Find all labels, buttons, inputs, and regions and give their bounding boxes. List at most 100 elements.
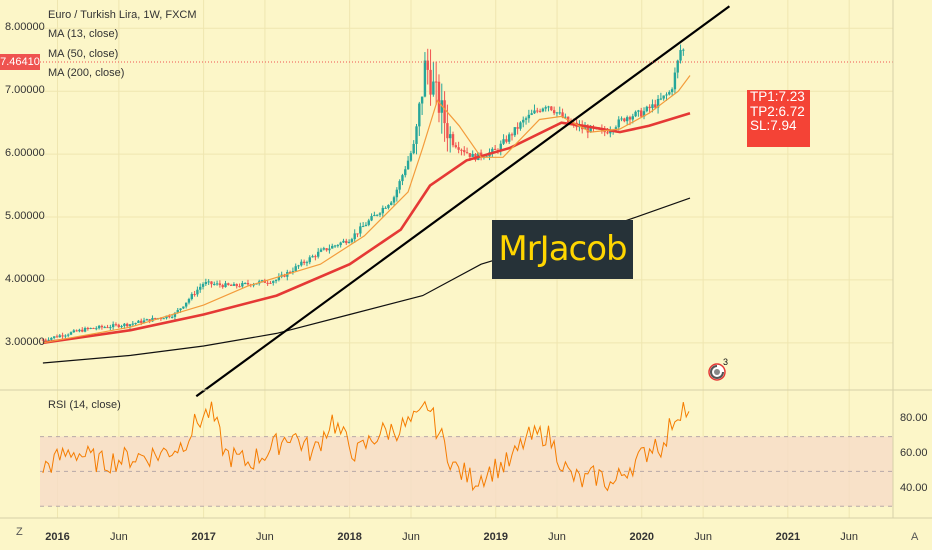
candle-body (331, 245, 334, 249)
candle-body (454, 145, 458, 148)
auto-scale-button[interactable]: A (911, 531, 919, 543)
event-count: 3 (723, 358, 728, 367)
candle-body (283, 274, 286, 277)
candle-body (165, 315, 168, 319)
symbol-title: Euro / Turkish Lira, 1W, FXCM (48, 9, 197, 21)
candle-body (392, 197, 396, 203)
candle-body (179, 308, 182, 311)
candle-body (86, 327, 90, 329)
candle-body (625, 117, 629, 122)
candle-body (631, 116, 634, 120)
candle-body (527, 114, 531, 119)
candle-body (210, 281, 213, 285)
ma-200-label: MA (200, close) (48, 67, 125, 79)
candle-body (106, 327, 109, 329)
candle-body (266, 282, 269, 284)
candle-body (269, 282, 272, 284)
candle-body (662, 95, 665, 99)
candle-body (682, 49, 685, 51)
candle-body (347, 241, 351, 244)
candle-body (659, 98, 663, 100)
candle-body (128, 324, 132, 327)
candle-body (465, 152, 469, 154)
candle-body (100, 325, 104, 328)
candle-body (499, 143, 502, 152)
candle-body (426, 60, 429, 70)
candle-body (493, 148, 497, 150)
candle-body (221, 285, 224, 288)
ma-13-label: MA (13, close) (48, 28, 119, 40)
candle-body (168, 315, 171, 318)
candle-body (665, 94, 668, 96)
candle-body (628, 117, 632, 120)
candle-body (148, 319, 151, 322)
trendline[interactable] (195, 5, 731, 398)
candle-body (536, 110, 539, 112)
candle-body (182, 306, 185, 309)
candle-body (359, 226, 362, 234)
candle-body (434, 81, 438, 83)
candle-body (162, 318, 165, 320)
candle-body (463, 150, 466, 153)
candle-body (524, 118, 528, 120)
candle-body (390, 202, 393, 205)
candle-body (552, 110, 556, 114)
candle-body (555, 112, 559, 114)
candle-body (190, 294, 193, 300)
time-tick-label: Jun (548, 531, 566, 543)
candle-body (620, 118, 623, 120)
candle-body (350, 239, 354, 242)
candle-body (120, 326, 123, 328)
candle-body (125, 323, 129, 327)
candle-body (193, 294, 196, 296)
candle-body (142, 320, 146, 323)
price-tick-label: 8.00000 (5, 21, 45, 34)
candle-body (103, 327, 106, 329)
candle-body (44, 339, 47, 341)
time-tick-label: 2021 (775, 531, 801, 543)
candle-body (288, 271, 292, 273)
candle-body (538, 110, 542, 112)
candle-body (187, 299, 191, 303)
author-watermark: MrJacob (492, 220, 633, 279)
candle-body (339, 242, 342, 246)
candle-body (117, 324, 120, 328)
candle-body (564, 116, 567, 118)
candle-body (41, 339, 45, 341)
candle-body (673, 72, 677, 90)
candle-body (218, 283, 222, 286)
ma-13-line (42, 75, 691, 344)
candle-body (173, 312, 177, 317)
candle-body (232, 284, 236, 286)
candle-body (367, 220, 370, 225)
candle-body (215, 283, 219, 285)
candle-body (204, 282, 208, 285)
targets-box: TP1:7.23 TP2:6.72 SL:7.94 (747, 89, 810, 147)
time-tick-label: 2016 (45, 531, 70, 543)
candle-body (277, 276, 281, 281)
candle-body (491, 148, 494, 153)
candle-body (52, 336, 56, 338)
candle-body (134, 322, 137, 324)
candle-body (319, 249, 323, 252)
price-grid (40, 0, 893, 390)
event-flag-icon[interactable]: 3 (708, 358, 728, 382)
candle-body (227, 283, 230, 285)
candle-body (654, 104, 657, 108)
candle-body (114, 324, 118, 326)
candle-body (505, 139, 508, 142)
candle-body (609, 131, 612, 134)
zoom-button[interactable]: Z (16, 526, 23, 538)
candle-body (547, 106, 550, 108)
candle-body (241, 283, 244, 287)
candle-body (460, 149, 463, 151)
candle-body (544, 107, 547, 109)
candle-body (670, 89, 674, 93)
time-tick-label: 2019 (483, 531, 508, 543)
time-tick-label: 2020 (629, 531, 655, 543)
candle-body (260, 280, 264, 282)
candle-body (516, 127, 519, 129)
candle-body (308, 257, 311, 263)
candle-body (201, 284, 205, 287)
